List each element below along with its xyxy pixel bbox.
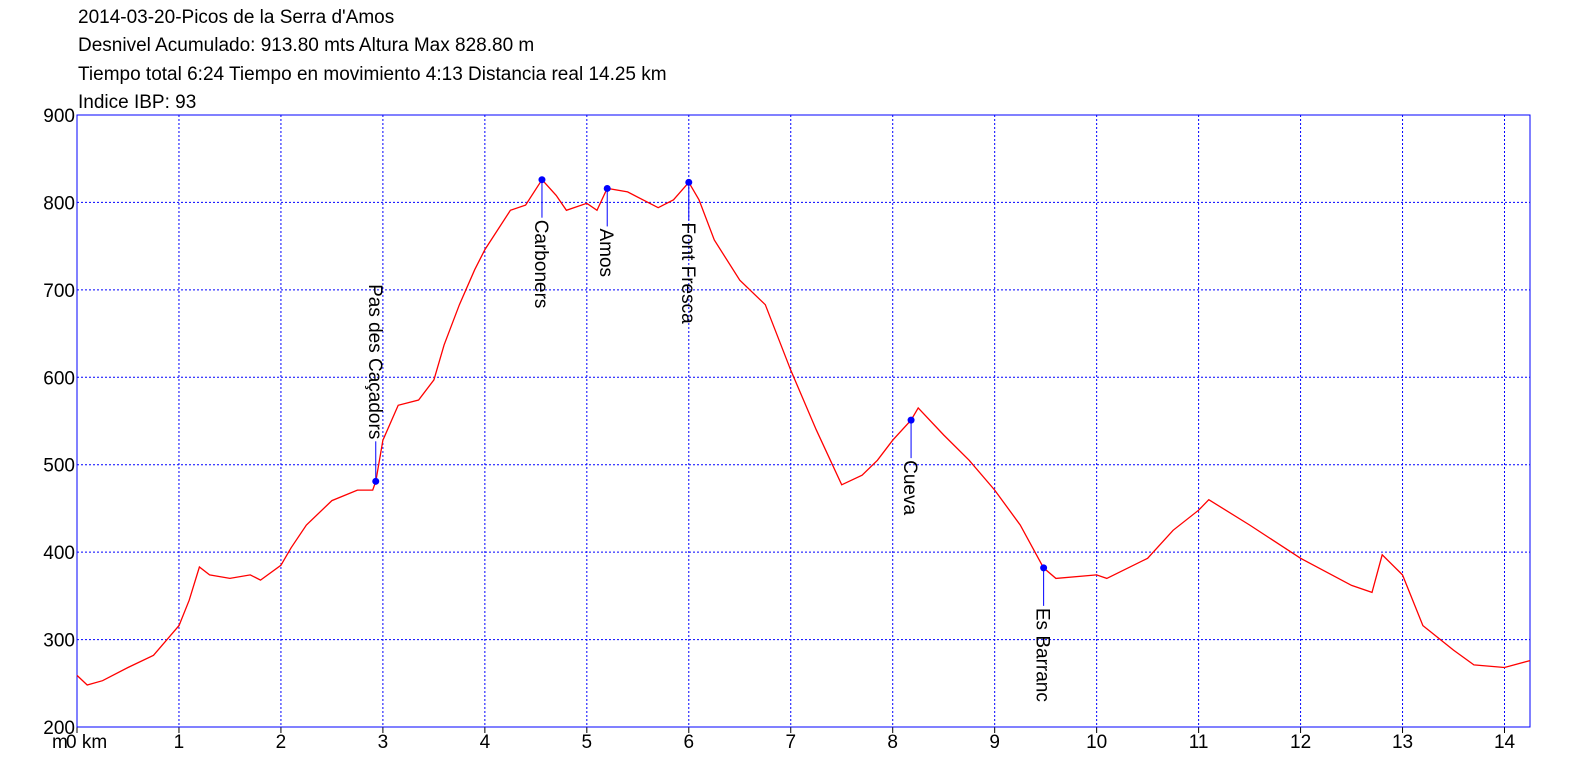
elevation-line bbox=[76, 178, 1531, 686]
y-tick-label: 800 bbox=[43, 193, 75, 214]
waypoint-marker bbox=[603, 184, 611, 192]
x-tick-label: 0 km bbox=[66, 732, 107, 753]
plot-frame bbox=[76, 114, 1531, 728]
y-tick-label: 200 bbox=[43, 718, 75, 739]
x-tick-label: 1 bbox=[174, 732, 185, 753]
x-tick-label: 13 bbox=[1392, 732, 1413, 753]
y-tick-label: 600 bbox=[43, 368, 75, 389]
y-tick-label: 900 bbox=[43, 106, 75, 127]
chart-subtitle: Tiempo total 6:24 Tiempo en movimiento 4… bbox=[78, 64, 667, 85]
x-tick-label: 8 bbox=[887, 732, 898, 753]
waypoint-marker bbox=[372, 477, 380, 485]
x-tick-label: 3 bbox=[378, 732, 389, 753]
waypoint-marker bbox=[1040, 564, 1048, 572]
waypoint-label: Amos bbox=[595, 228, 616, 277]
waypoint-label: Carboners bbox=[530, 220, 551, 309]
y-tick-label: 500 bbox=[43, 456, 75, 477]
y-tick-label: 300 bbox=[43, 631, 75, 652]
x-tick-label: 12 bbox=[1290, 732, 1311, 753]
x-tick-label: 11 bbox=[1189, 732, 1209, 753]
x-tick-label: 2 bbox=[276, 732, 287, 753]
waypoint-marker bbox=[685, 178, 693, 186]
chart-title: 2014-03-20-Picos de la Serra d'Amos bbox=[78, 7, 394, 28]
x-tick-label: 14 bbox=[1494, 732, 1516, 753]
waypoint-label: Cueva bbox=[899, 460, 920, 515]
chart-subtitle: Indice IBP: 93 bbox=[78, 92, 196, 113]
x-tick-label: 7 bbox=[785, 732, 796, 753]
y-unit: m bbox=[52, 732, 68, 753]
x-tick-label: 6 bbox=[684, 732, 695, 753]
x-tick-label: 4 bbox=[480, 732, 491, 753]
y-tick-label: 700 bbox=[43, 281, 75, 302]
x-tick-label: 5 bbox=[582, 732, 593, 753]
waypoint-label: Pas des Caçadors bbox=[364, 284, 385, 439]
y-tick-label: 400 bbox=[43, 543, 75, 564]
x-tick-label: 9 bbox=[989, 732, 1000, 753]
waypoint-marker bbox=[538, 176, 546, 184]
waypoint-label: Font Fresca bbox=[677, 222, 698, 324]
x-tick-label: 10 bbox=[1086, 732, 1107, 753]
chart-subtitle: Desnivel Acumulado: 913.80 mts Altura Ma… bbox=[78, 35, 534, 56]
waypoint-marker bbox=[907, 416, 915, 424]
waypoint-label: Es Barranc bbox=[1032, 608, 1053, 702]
